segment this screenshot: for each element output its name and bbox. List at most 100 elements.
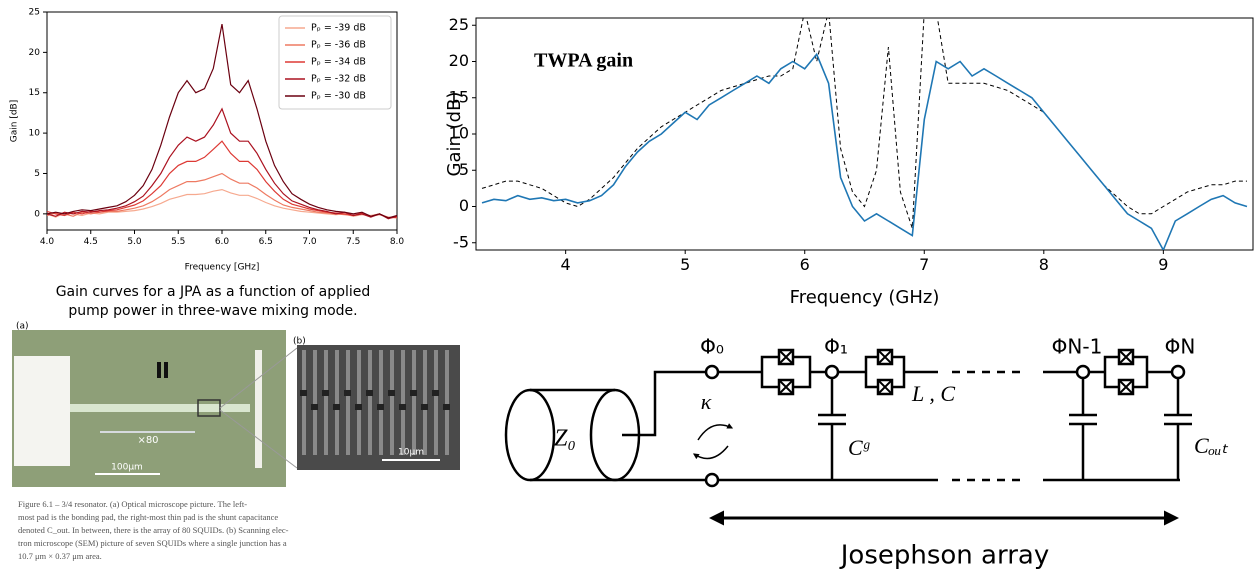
scale-label: 100μm	[111, 463, 143, 473]
node	[824, 364, 840, 380]
node	[704, 364, 720, 380]
panel-label: (b)	[293, 337, 306, 347]
y-tick-label: 25	[29, 8, 40, 18]
sem-junction	[388, 390, 395, 396]
y-tick-label: 10	[29, 129, 41, 139]
x-axis-label: Frequency [GHz]	[185, 263, 260, 273]
sem-stripe	[390, 350, 394, 455]
array-label: Josephson array	[839, 541, 1049, 571]
sem-junction	[421, 404, 428, 410]
junction-cross	[1118, 349, 1134, 365]
zoom-line	[219, 409, 298, 469]
junction-cross	[778, 379, 794, 395]
x-tick-label: 8.0	[390, 237, 405, 247]
legend-box	[278, 15, 392, 110]
y-tick-label: 25	[449, 15, 469, 34]
y-tick-label: -5	[453, 232, 469, 251]
y-tick-label: 5	[34, 169, 40, 179]
wire	[622, 370, 706, 437]
sem-stripe	[302, 350, 306, 455]
micrograph: (a) (b) ×80 100μm 10μm Figure 6.1 – 3/4 …	[12, 322, 460, 561]
caption-line: most pad is the bonding pad, the right-m…	[18, 512, 278, 522]
coax-body	[530, 388, 615, 482]
coax-end	[504, 388, 556, 482]
y-tick-label: 15	[29, 88, 40, 98]
sem-stripe	[434, 350, 438, 455]
x-tick-label: 7.5	[346, 237, 360, 247]
sem-junction	[366, 390, 373, 396]
x-tick-label: 5	[680, 255, 690, 274]
sem-junction	[377, 404, 384, 410]
legend-label: Pₚ = -36 dB	[311, 40, 366, 51]
sem-stripes	[300, 350, 450, 455]
series-line	[47, 23, 397, 219]
series-line	[47, 140, 397, 219]
sem-stripe	[313, 350, 317, 455]
sem-junction	[399, 404, 406, 410]
sem-junction	[410, 390, 417, 396]
caption-line: tron microscope (SEM) picture of seven S…	[18, 538, 287, 548]
kappa-arrow	[693, 445, 729, 460]
kappa-label: κ	[701, 389, 712, 414]
caption-line: pump power in three-wave mixing mode.	[68, 303, 357, 319]
sem-stripe	[368, 350, 372, 455]
caption-line: denoted C_out. In between, there is the …	[18, 525, 289, 535]
x-tick-label: 7	[919, 255, 929, 274]
x-tick-label: 9	[1158, 255, 1168, 274]
junction-cross	[1118, 379, 1134, 395]
legend-label: Pₚ = -39 dB	[311, 23, 366, 34]
x-tick-label: 7.0	[302, 237, 317, 247]
ellipsis	[952, 370, 1020, 482]
sem-stripe	[445, 350, 449, 455]
sem-stripe	[412, 350, 416, 455]
sem-junction	[300, 390, 307, 396]
capacitor	[818, 378, 846, 480]
x-tick-label: 8	[1039, 255, 1049, 274]
circuit: Φ₀ Φ₁ ΦN-1 ΦN κ L , C Cᵍ Cₒᵤₜ Z₀ Josephs…	[504, 335, 1228, 571]
caption-line: Figure 6.1 – 3/4 resonator. (a) Optical …	[18, 499, 247, 509]
legend-label: Pₚ = -30 dB	[311, 91, 366, 102]
sem-junction	[322, 390, 329, 396]
node-label: ΦN-1	[1052, 335, 1103, 359]
squid-array	[70, 404, 250, 412]
squids	[760, 348, 1149, 396]
y-tick-label: 10	[449, 124, 469, 143]
series-line	[481, 18, 1247, 229]
node-label: ΦN	[1165, 335, 1196, 359]
array-count: ×80	[137, 435, 158, 446]
series-line	[47, 107, 397, 220]
x-tick-label: 4.0	[40, 237, 55, 247]
caption-line: 10.7 μm × 0.37 μm area.	[18, 551, 102, 561]
shunt-pad	[255, 350, 262, 468]
bonding-pad	[14, 356, 70, 466]
x-axis-label: Frequency (GHz)	[790, 287, 940, 308]
sem-stripe	[423, 350, 427, 455]
junction-cross	[778, 349, 794, 365]
charts: 4.0 4.5 5.0 5.5 6.0 6.5 7.0 7.5 8.0 0 5 10 15 20 25 Fre…	[10, 8, 1254, 308]
sem-stripe	[379, 350, 383, 455]
node-label: Φ₁	[824, 335, 848, 359]
mark	[164, 362, 168, 378]
sem-junction	[443, 404, 450, 410]
y-tick-label: 20	[29, 48, 41, 58]
node	[1075, 364, 1091, 380]
y-tick-label: 0	[34, 209, 40, 219]
capacitor	[1164, 378, 1192, 480]
scale-label: 10μm	[398, 448, 424, 458]
sem-stripe	[346, 350, 350, 455]
node	[704, 472, 720, 488]
sem-junction	[333, 404, 340, 410]
panel-label: (a)	[16, 322, 29, 332]
mark	[157, 362, 161, 378]
y-tick-label: 15	[449, 87, 469, 106]
element-label: Cₒᵤₜ	[1194, 433, 1228, 458]
y-axis-label: Gain [dB]	[10, 100, 20, 142]
capacitor	[1069, 378, 1097, 480]
sem-stripe	[357, 350, 361, 455]
sem-junction	[432, 390, 439, 396]
y-axis-label: Gain (dB)	[444, 92, 465, 177]
x-tick-label: 4.5	[84, 237, 98, 247]
y-tick-label: 5	[459, 160, 469, 179]
annotation: TWPA gain	[534, 50, 633, 72]
sem-stripe	[324, 350, 328, 455]
